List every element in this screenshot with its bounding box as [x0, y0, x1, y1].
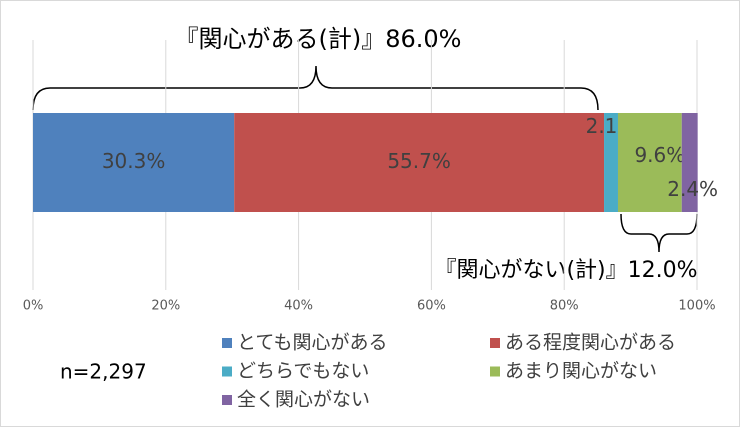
x-tick-label: 0% [23, 299, 44, 314]
value-label: 30.3% [102, 149, 166, 173]
annotation: 『関心がない(計)』12.0% [434, 258, 697, 283]
value-label: 55.7% [387, 149, 451, 173]
x-tick-label: 100% [678, 299, 715, 314]
bar-segment [234, 113, 605, 212]
legend-swatch [222, 395, 232, 405]
bar-segment [33, 113, 235, 212]
brace-bottom [620, 213, 698, 253]
x-tick-label: 20% [151, 299, 180, 314]
bar-segment [681, 113, 698, 212]
annotation: 『関心がある(計)』86.0% [175, 25, 462, 53]
bar-segment [617, 113, 682, 212]
legend-swatch [222, 338, 232, 348]
value-label: 9.6% [634, 143, 685, 167]
value-label: 2.4% [667, 177, 718, 201]
legend-swatch [222, 366, 232, 377]
legend-label: あまり関心がない [505, 360, 657, 382]
brace-top [32, 65, 599, 111]
legend-label: ある程度関心がある [505, 332, 676, 354]
x-tick-label: 60% [417, 299, 446, 314]
legend-label: 全く関心がない [237, 389, 370, 411]
legend-swatch [490, 338, 500, 348]
x-tick-label: 40% [284, 299, 313, 314]
bar-segment [604, 113, 618, 212]
x-tick-label: 80% [550, 299, 579, 314]
legend-label: どちらでもない [237, 360, 369, 382]
sample-size: n=2,297 [60, 360, 147, 384]
legend-swatch [490, 366, 500, 377]
legend-label: とても関心がある [237, 332, 387, 354]
